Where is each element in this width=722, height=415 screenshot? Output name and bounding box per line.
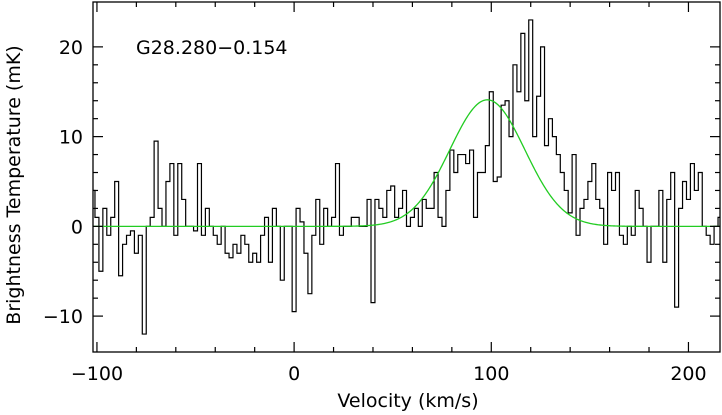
gaussian-fit-curve bbox=[93, 99, 720, 228]
tick-group bbox=[93, 2, 720, 352]
spectrum-line-group bbox=[93, 19, 720, 335]
x-tick-label: −100 bbox=[71, 363, 123, 385]
y-tick-label: 0 bbox=[71, 216, 83, 238]
plot-frame bbox=[92, 1, 721, 353]
axes-group bbox=[92, 1, 721, 353]
x-tick-label: 200 bbox=[670, 363, 706, 385]
y-tick-label: 20 bbox=[59, 37, 83, 59]
y-tick-label: 10 bbox=[59, 127, 83, 149]
y-tick-label: −10 bbox=[43, 306, 83, 328]
x-axis-label: Velocity (km/s) bbox=[337, 390, 478, 412]
x-tick-label: 100 bbox=[473, 363, 509, 385]
spectrum-step-line bbox=[93, 19, 720, 335]
x-tick-label: 0 bbox=[288, 363, 300, 385]
source-name-annotation: G28.280−0.154 bbox=[136, 37, 288, 59]
y-axis-label: Brightness Temperature (mK) bbox=[3, 45, 25, 324]
gaussian-fit-group bbox=[93, 99, 720, 228]
